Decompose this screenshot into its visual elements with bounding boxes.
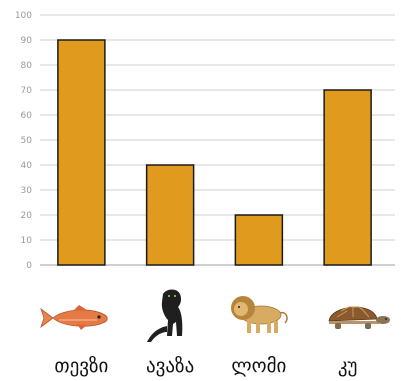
y-tick-label: 30	[21, 186, 33, 196]
y-tick-label: 10	[21, 236, 33, 246]
bars	[57, 39, 372, 266]
category-labels: თევზი ავაზა ლომი კუ	[54, 355, 357, 377]
bar	[57, 39, 106, 266]
fish-icon	[40, 305, 108, 330]
y-tick-label: 40	[21, 161, 33, 171]
y-tick-label: 50	[21, 136, 33, 146]
y-tick-label: 100	[15, 11, 32, 21]
category-label: ლომი	[231, 355, 286, 377]
y-tick-label: 60	[21, 111, 33, 121]
turtle-icon	[328, 306, 390, 329]
y-tick-label: 80	[21, 61, 33, 71]
y-tick-label: 20	[21, 211, 33, 221]
category-label: კუ	[338, 355, 358, 377]
panther-icon	[147, 289, 183, 342]
bar	[145, 164, 195, 266]
y-tick-label: 70	[21, 86, 33, 96]
y-tick-label: 0	[26, 261, 32, 271]
lion-icon	[231, 296, 288, 333]
category-icons	[40, 289, 390, 342]
bar	[234, 214, 284, 266]
category-label: ავაზა	[146, 355, 194, 377]
y-axis-ticks: 0 10 20 30 40 50 60 70 80 90 100	[15, 11, 32, 271]
category-label: თევზი	[54, 355, 108, 377]
bar	[323, 89, 372, 266]
y-tick-label: 90	[21, 36, 33, 46]
